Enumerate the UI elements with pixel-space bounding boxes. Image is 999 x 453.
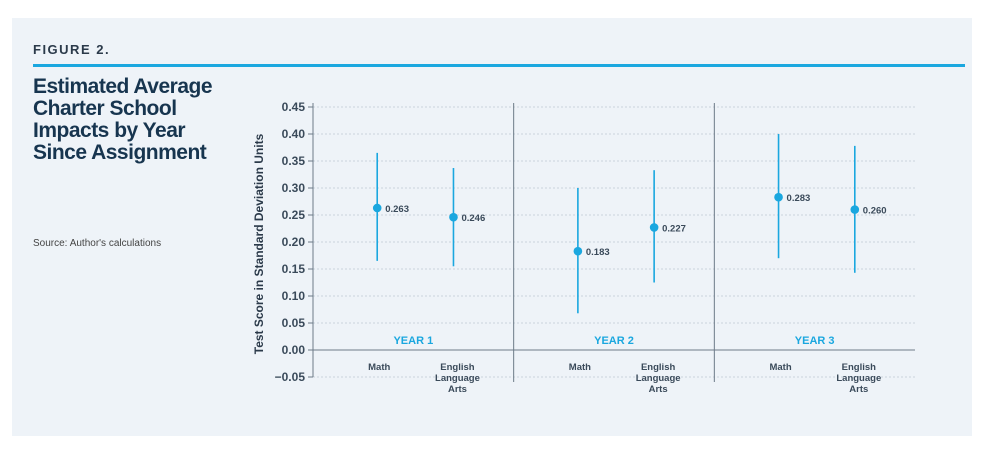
point-marker	[649, 223, 659, 232]
figure-title: Estimated Average Charter School Impacts…	[33, 75, 213, 164]
header-rule	[33, 64, 965, 67]
data-points	[372, 134, 860, 314]
point-marker	[774, 192, 783, 202]
gridlines	[313, 106, 915, 378]
y-tick-label: 0.05	[282, 316, 306, 330]
data-label: 0.260	[863, 206, 887, 217]
point-marker	[372, 203, 382, 213]
y-tick-label: 0.25	[282, 208, 306, 222]
point-marker	[850, 205, 860, 214]
category-label: Math	[769, 362, 791, 373]
category-label: English Language Arts	[636, 362, 681, 395]
data-label: 0.263	[385, 204, 409, 215]
y-axis-label: Test Score in Standard Deviation Units	[252, 133, 266, 354]
point-marker	[573, 246, 583, 256]
category-label: English Language Arts	[435, 362, 480, 395]
y-tick-label: 0.30	[282, 181, 306, 195]
group-label: YEAR 2	[594, 335, 634, 347]
point-marker	[449, 212, 458, 222]
y-tick-label: 0.10	[282, 289, 306, 303]
data-label: 0.183	[586, 247, 610, 258]
axes	[308, 103, 915, 382]
labels: 0.45 0.40 0.35 0.30 0.25 0.20 0.15 0.10 0.05 0.00…	[252, 100, 887, 395]
y-tick-label: −0.05	[275, 370, 306, 384]
source-note: Source: Author's calculations	[33, 238, 162, 249]
y-tick-label: 0.00	[282, 343, 306, 357]
category-label: English Language Arts	[836, 362, 881, 395]
y-tick-label: 0.40	[282, 127, 306, 141]
y-tick-label: 0.45	[282, 100, 306, 114]
category-label: Math	[569, 362, 591, 373]
figure-label: FIGURE 2.	[33, 42, 111, 57]
data-label: 0.246	[461, 213, 485, 224]
figure-panel	[12, 18, 972, 436]
data-label: 0.227	[662, 223, 686, 234]
category-label: Math	[368, 362, 390, 373]
group-label: YEAR 1	[393, 335, 433, 347]
y-tick-label: 0.20	[282, 235, 306, 249]
y-tick-label: 0.35	[282, 154, 306, 168]
y-tick-label: 0.15	[282, 262, 306, 276]
group-label: YEAR 3	[795, 335, 835, 347]
data-label: 0.283	[787, 193, 811, 204]
